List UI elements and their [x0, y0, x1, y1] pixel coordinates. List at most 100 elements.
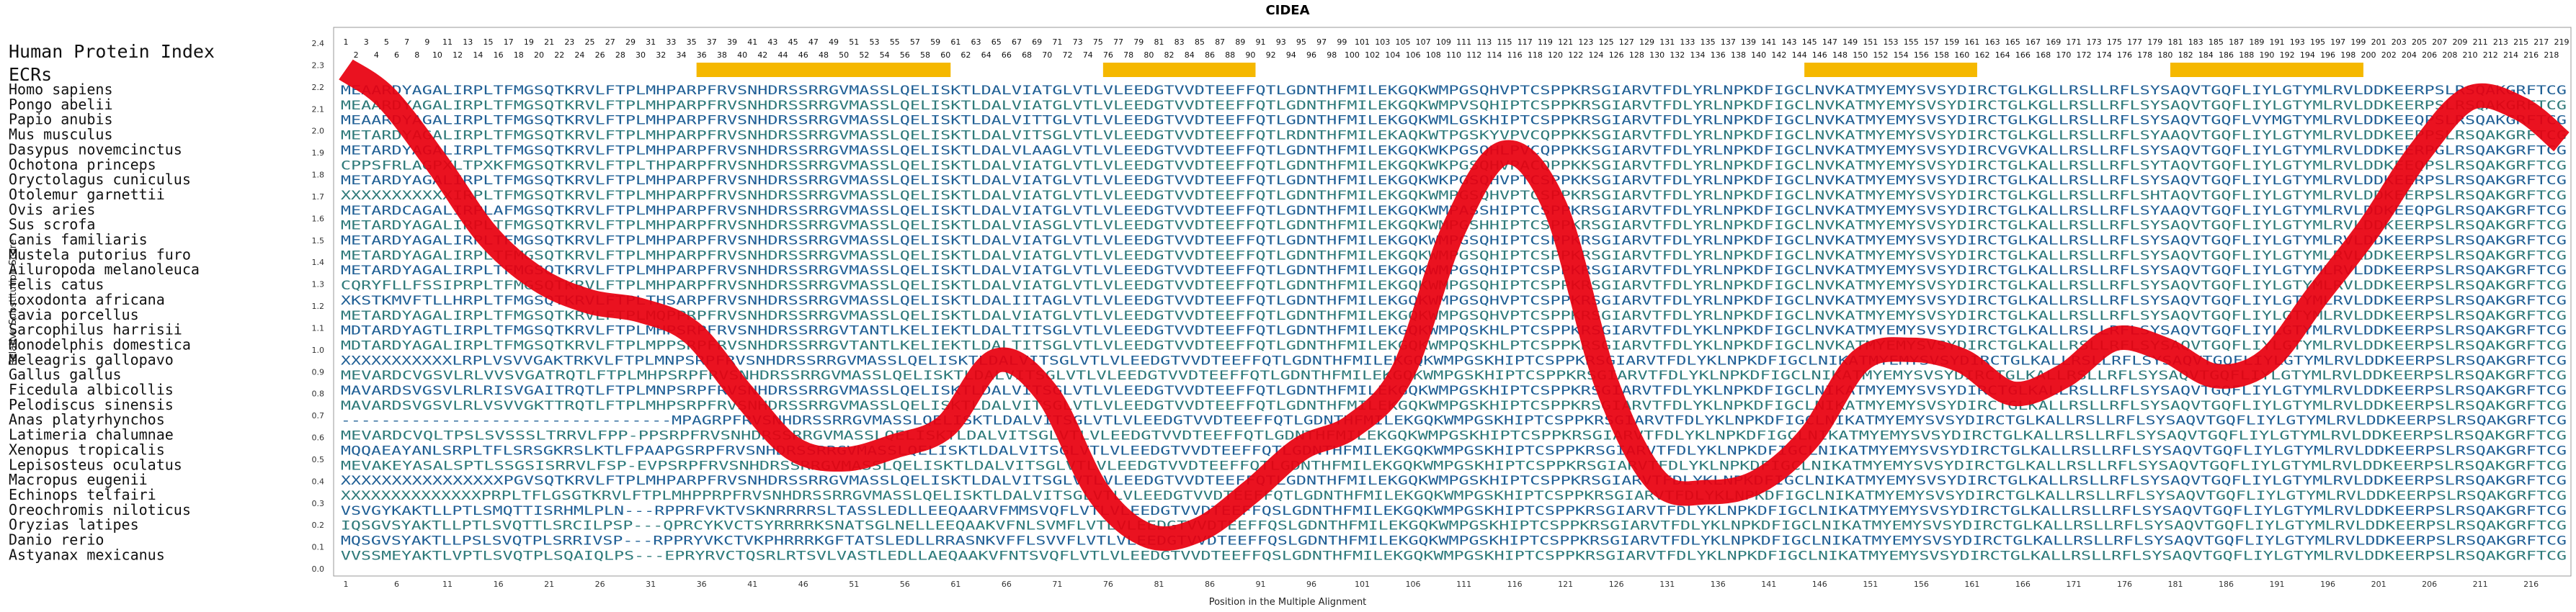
position-number: 161	[1964, 37, 1979, 47]
y-tick-label: 0.1	[312, 543, 325, 552]
position-number: 69	[1032, 37, 1042, 47]
position-number: 119	[1538, 37, 1553, 47]
x-tick-label: 116	[1507, 580, 1523, 589]
position-number: 45	[788, 37, 798, 47]
position-number: 14	[473, 50, 483, 60]
species-label: Oryctolagus cuniculus	[9, 171, 191, 188]
x-tick-label: 191	[2270, 580, 2285, 589]
position-number: 109	[1436, 37, 1451, 47]
position-number: 197	[2330, 37, 2345, 47]
species-label: Anas platyrhynchos	[9, 411, 165, 428]
y-tick-label: 0.7	[312, 411, 325, 420]
position-number: 9	[424, 37, 429, 47]
sequence-row: MEAARDYAGALIRPLTFMGSQTKRVLFTPLMHPARPFRVS…	[341, 99, 2567, 113]
alignment-sequences: MEAARDYAGALIRPLTFMGSQTKRVLFTPLMHPARPFRVS…	[341, 84, 2567, 563]
position-number: 125	[1599, 37, 1614, 47]
plot-frame	[333, 27, 2572, 577]
position-number: 66	[1002, 50, 1012, 60]
position-number: 70	[1042, 50, 1052, 60]
position-number: 30	[636, 50, 646, 60]
position-number: 195	[2310, 37, 2325, 47]
position-number: 121	[1558, 37, 1573, 47]
ecr-region-2	[1102, 63, 1256, 77]
x-tick-label: 46	[798, 580, 808, 589]
y-axis-label: Relative Substitution Score	[8, 239, 19, 366]
y-tick-label: 2.0	[312, 127, 325, 136]
position-number: 12	[453, 50, 463, 60]
position-number: 122	[1568, 50, 1583, 60]
position-number: 17	[504, 37, 514, 47]
position-number: 61	[950, 37, 961, 47]
x-tick-label: 171	[2066, 580, 2081, 589]
x-tick-label: 91	[1255, 580, 1265, 589]
y-tick-label: 0.5	[312, 455, 325, 464]
position-number: 191	[2270, 37, 2285, 47]
position-number: 187	[2229, 37, 2244, 47]
position-number: 6	[394, 50, 399, 60]
position-number: 175	[2107, 37, 2122, 47]
position-number: 117	[1517, 37, 1533, 47]
position-number: 63	[971, 37, 981, 47]
position-number: 99	[1337, 37, 1347, 47]
position-number: 218	[2544, 50, 2559, 60]
x-tick-label: 111	[1456, 580, 1471, 589]
position-number: 32	[656, 50, 666, 60]
position-number: 193	[2290, 37, 2305, 47]
x-tick-label: 51	[849, 580, 859, 589]
position-number: 48	[819, 50, 829, 60]
position-number: 84	[1185, 50, 1195, 60]
species-label: Dasypus novemcinctus	[9, 140, 182, 158]
position-number: 10	[432, 50, 442, 60]
species-label: Ovis aries	[9, 201, 95, 218]
species-label: Macropus eugenii	[9, 471, 148, 488]
position-number: 147	[1822, 37, 1837, 47]
position-number: 16	[494, 50, 504, 60]
y-tick-label: 1.0	[312, 346, 325, 355]
position-number: 40	[737, 50, 747, 60]
sequence-row: MEVAKEYASALSPTLSSGSISRRVLFSP-EVPSRPFRVSN…	[341, 459, 2567, 473]
x-axis-label: Position in the Multiple Alignment	[1209, 597, 1367, 608]
position-number: 62	[961, 50, 971, 60]
position-number: 81	[1154, 37, 1164, 47]
y-tick-label: 0.2	[312, 521, 325, 530]
position-number: 209	[2452, 37, 2467, 47]
species-label: Mustela putorius furo	[9, 246, 191, 263]
sequence-row: XKSTKMVFTLLHRPLTFMGSQTKRVLFTPLTHSARPFRVS…	[341, 294, 2567, 308]
x-tick-label: 81	[1154, 580, 1164, 589]
x-tick-label: 76	[1103, 580, 1113, 589]
position-number: 103	[1375, 37, 1390, 47]
position-number: 1	[344, 37, 349, 47]
position-number: 144	[1792, 50, 1807, 60]
position-number: 188	[2239, 50, 2254, 60]
position-number: 211	[2473, 37, 2488, 47]
position-number: 146	[1812, 50, 1827, 60]
position-number: 100	[1345, 50, 1360, 60]
y-tick-label: 1.9	[312, 148, 325, 158]
position-number: 27	[605, 37, 615, 47]
score-line	[339, 59, 2570, 552]
position-number: 167	[2025, 37, 2041, 47]
sequence-row: METARDYAGALIRPLTFMGSQTKRVLFTPLMHPARPFRVS…	[341, 143, 2567, 158]
position-number: 129	[1639, 37, 1654, 47]
sequence-row: ---------------------------------MPAGRPF…	[341, 414, 2567, 428]
species-label: Monodelphis domestica	[9, 336, 191, 353]
x-tick-label: 176	[2117, 580, 2132, 589]
position-number: 72	[1062, 50, 1072, 60]
position-number: 206	[2422, 50, 2437, 60]
species-label: Loxodonta africana	[9, 291, 165, 308]
position-number: 141	[1761, 37, 1776, 47]
position-number: 151	[1863, 37, 1878, 47]
position-number: 24	[574, 50, 584, 60]
y-tick-label: 0.3	[312, 499, 325, 508]
position-number: 89	[1235, 37, 1245, 47]
position-number: 106	[1406, 50, 1421, 60]
y-tick-label: 0.9	[312, 367, 325, 377]
ecr-region-4	[2170, 63, 2363, 77]
position-number: 140	[1751, 50, 1766, 60]
position-number: 107	[1416, 37, 1431, 47]
position-number: 166	[2015, 50, 2031, 60]
x-tick-label: 206	[2422, 580, 2437, 589]
species-label: Oryzias latipes	[9, 516, 139, 534]
sequence-row: IQSGVSYAKTLLPTLSVQTTLSRCILPSP---QPRCYKVC…	[341, 519, 2567, 534]
substitution-score-line	[339, 59, 2570, 552]
